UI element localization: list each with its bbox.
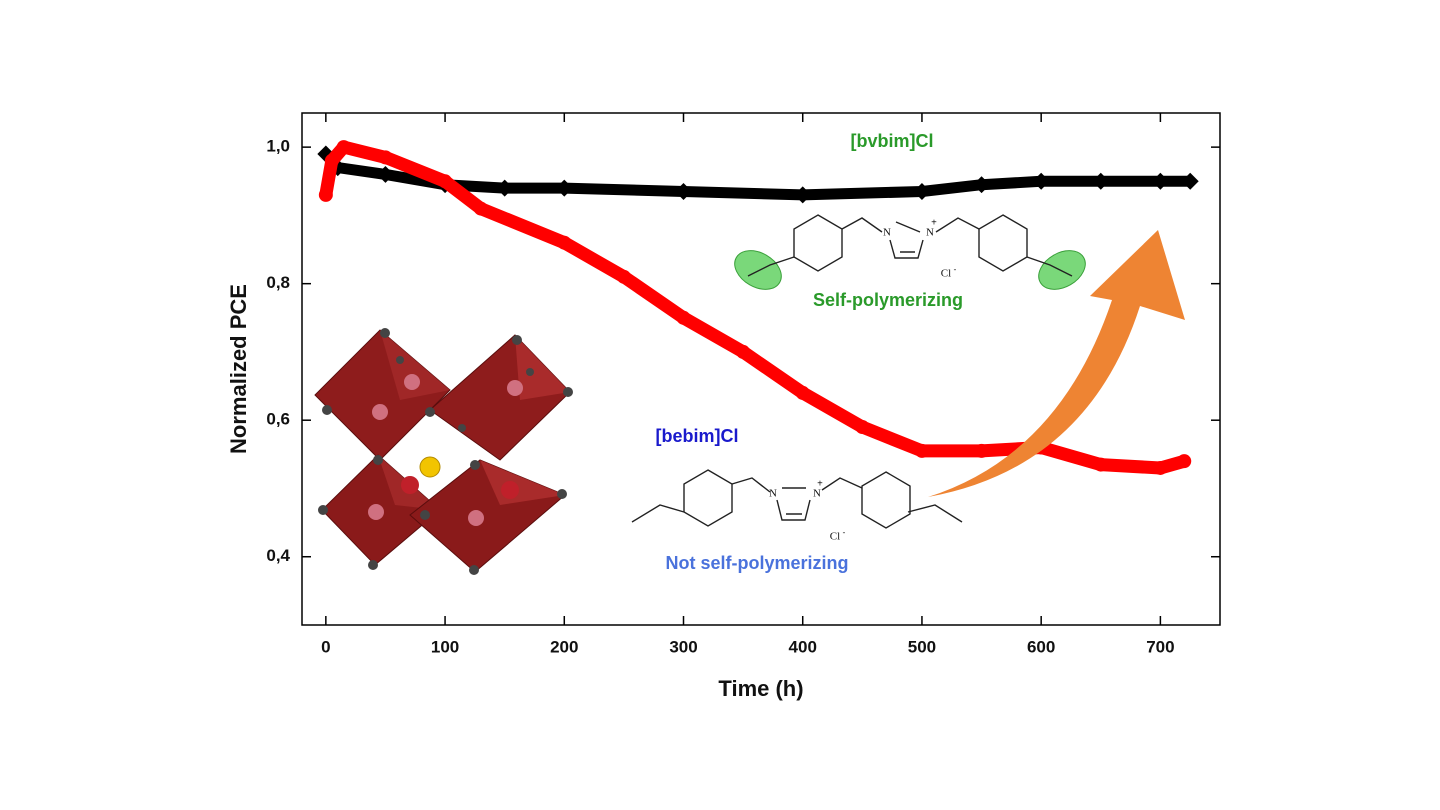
series-line [319, 140, 1191, 475]
y-tick-label: 0,6 [266, 410, 290, 429]
series-label: [bvbim]Cl [851, 131, 934, 151]
x-tick-label: 300 [669, 637, 697, 656]
data-point [675, 183, 692, 200]
x-tick-label: 600 [1027, 637, 1055, 656]
x-tick-label: 700 [1146, 637, 1174, 656]
atom-label: N [813, 488, 821, 500]
atom-label: Cl [941, 268, 951, 280]
data-point [336, 140, 351, 155]
data-point [1181, 172, 1199, 190]
annotation: Not self-polymerizing [665, 553, 848, 573]
y-tick-label: 0,8 [266, 273, 290, 292]
data-point [1153, 460, 1168, 475]
data-point [794, 186, 812, 204]
data-point [378, 150, 393, 165]
x-tick-label: 0 [321, 637, 330, 656]
data-point [496, 179, 514, 197]
atom-label: N [926, 227, 934, 239]
x-tick-label: 200 [550, 637, 578, 656]
perovskite-illustration [314, 328, 573, 575]
data-point [736, 344, 751, 359]
data-point [676, 310, 691, 325]
data-point [974, 443, 989, 458]
charge-label: - [843, 528, 846, 537]
data-point [616, 269, 631, 284]
series-label: [bebim]Cl [656, 426, 739, 446]
data-point [914, 443, 929, 458]
y-tick-label: 1,0 [266, 137, 290, 156]
data-point [1092, 172, 1110, 190]
data-point [1032, 172, 1050, 190]
data-point [855, 420, 870, 435]
x-tick-label: 400 [789, 637, 817, 656]
data-point [557, 235, 572, 250]
data-point [473, 201, 488, 216]
x-tick-label: 100 [431, 637, 459, 656]
molecule-bebim: N N + Cl - [631, 469, 963, 543]
charge-label: - [954, 265, 957, 274]
data-point [913, 183, 931, 200]
charge-label: + [931, 217, 937, 228]
charge-label: + [817, 478, 823, 489]
x-tick-label: 500 [908, 637, 936, 656]
data-point [795, 385, 810, 400]
data-point [1093, 457, 1108, 472]
atom-label: Cl [830, 531, 840, 543]
molecule-bvbim: N N + Cl - [734, 214, 1086, 290]
data-point [1151, 172, 1169, 190]
y-axis-title: Normalized PCE [226, 284, 251, 454]
data-point [555, 179, 573, 197]
data-point [973, 176, 991, 194]
y-tick-label: 0,4 [266, 546, 290, 565]
atom-label: N [883, 227, 891, 239]
series-line [320, 148, 1196, 201]
data-point [438, 174, 453, 189]
data-layer [317, 140, 1199, 475]
data-point [1177, 454, 1192, 469]
x-axis-title: Time (h) [718, 676, 803, 701]
data-point [324, 153, 339, 168]
improvement-arrow [928, 230, 1185, 497]
annotation: Self-polymerizing [813, 290, 963, 310]
plot-frame [301, 112, 1221, 626]
atom-label: N [769, 488, 777, 500]
data-point [376, 165, 394, 183]
data-point [318, 187, 333, 202]
